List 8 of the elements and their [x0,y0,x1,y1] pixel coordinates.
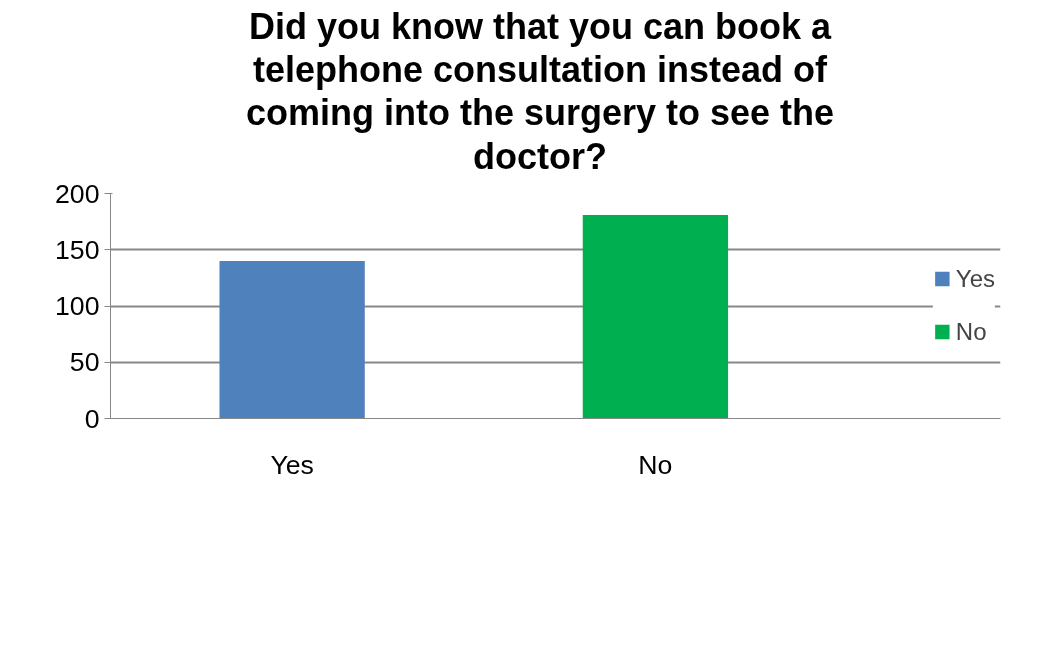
chart-title: Did you know that you can book a telephone consultation instead of coming into the surgery to see the doctor? [245,5,835,178]
legend-label: Yes [955,264,995,293]
y-tick-label: 200 [55,178,100,209]
y-tick-label: 100 [55,290,100,321]
legend-label: No [955,317,987,346]
y-tick-label: 50 [69,347,100,377]
y-tick-label: 0 [84,403,100,434]
y-tick-label: 150 [55,234,100,265]
